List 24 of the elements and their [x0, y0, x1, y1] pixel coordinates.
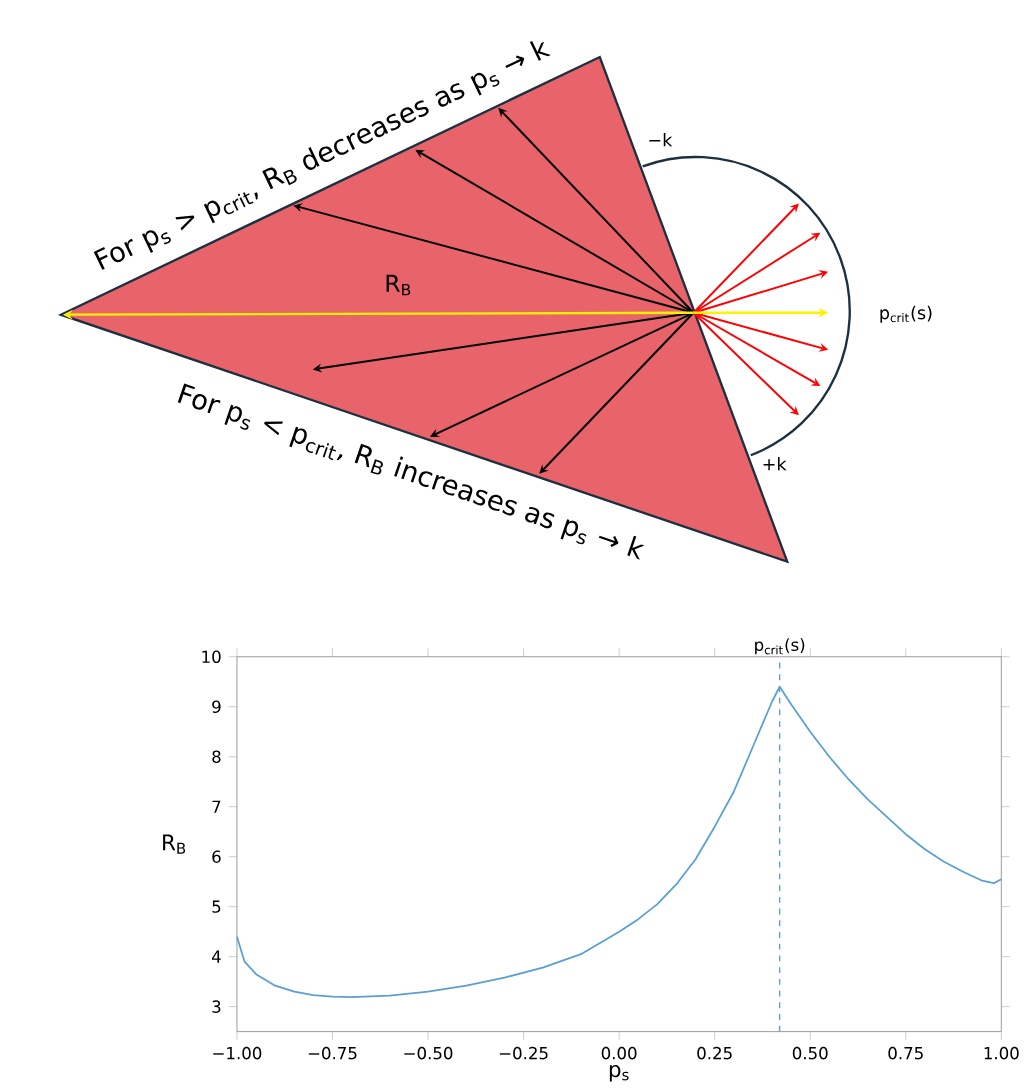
y-tick-label: 6: [212, 850, 221, 863]
text: −k: [649, 132, 673, 147]
x-tick-label: 0.75: [888, 1046, 923, 1060]
x-tick-label: −0.75: [308, 1046, 357, 1060]
x-tick-label: 0.25: [697, 1046, 732, 1060]
x-tick-label: 1.00: [984, 1046, 1019, 1060]
y-axis-title: R$_{B}$: [162, 834, 186, 854]
text: +k: [763, 457, 787, 471]
y-tick-label: 7: [212, 800, 221, 813]
y-tick-label: 10: [202, 650, 221, 664]
x-tick-label: −0.25: [499, 1046, 548, 1060]
y-tick-label: 4: [211, 950, 221, 963]
x-axis-title: p$_{s}$: [609, 1064, 629, 1082]
ref-line-label: p$_{crit}$(s): [754, 638, 805, 655]
y-tick-label: 3: [212, 1000, 221, 1013]
y-tick-label: 8: [212, 750, 221, 764]
x-tick-label: −0.50: [404, 1046, 453, 1060]
y-tick-label: 5: [212, 900, 221, 913]
text: R$_{B}$: [386, 274, 411, 296]
y-tick-label: 9: [212, 700, 221, 714]
x-tick-label: 0.50: [792, 1046, 828, 1060]
text: p$_{crit}$(s): [880, 305, 932, 323]
x-tick-label: 0.00: [601, 1046, 637, 1060]
x-tick-label: −1.00: [213, 1046, 262, 1060]
